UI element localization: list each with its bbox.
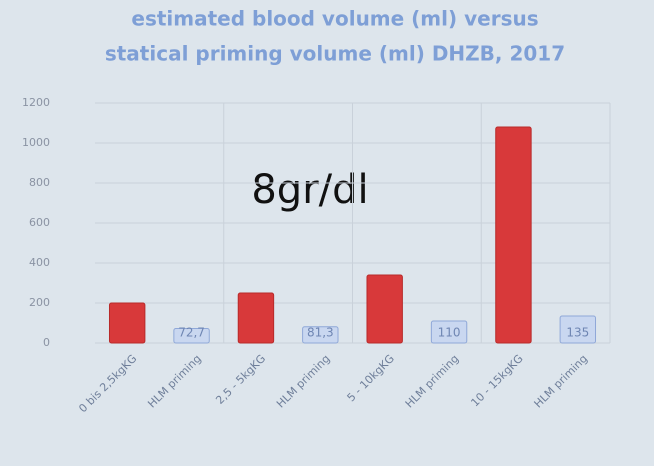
y-tick-label: 400 [29,256,50,269]
y-tick-label: 1000 [22,136,50,149]
value-label: 135 [566,326,589,340]
y-tick-label: 1200 [22,96,50,109]
annotation: 8gr/dl [251,167,368,213]
y-tick-label: 800 [29,176,50,189]
value-label: 81,3 [307,326,334,340]
bar [367,275,402,343]
y-tick-label: 600 [29,216,50,229]
value-label: 72,7 [178,326,205,340]
y-tick-label: 0 [43,336,50,349]
bar [496,127,531,343]
y-tick-label: 200 [29,296,50,309]
value-label: 110 [438,326,461,340]
chart: estimated blood volume (ml) versus stati… [0,0,654,466]
chart-subtitle: statical priming volume (ml) DHZB, 2017 [105,42,565,66]
chart-title: estimated blood volume (ml) versus [131,7,538,31]
bar [109,303,144,343]
bar [238,293,273,343]
